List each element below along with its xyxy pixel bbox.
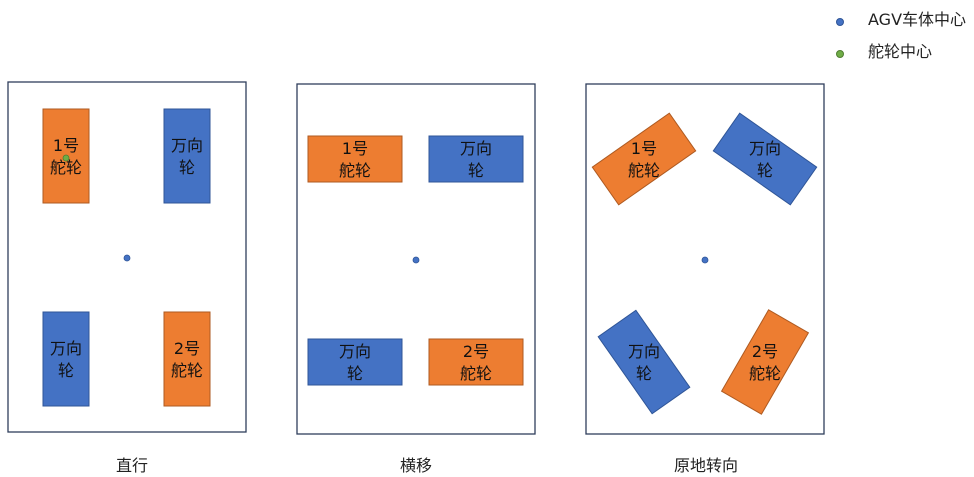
agv-center-marker	[836, 18, 844, 26]
wheel-label-line1: 万向	[339, 342, 371, 361]
wheel-label-line2: 轮	[468, 161, 484, 180]
steering-center-marker	[836, 50, 844, 58]
wheel-label-line2: 舵轮	[339, 161, 371, 180]
wheel-label-line2: 轮	[58, 361, 74, 380]
wheel-body	[307, 338, 403, 386]
wheel-label-line2: 轮	[347, 364, 363, 383]
caster-wheel	[42, 311, 90, 407]
wheel-label-line1: 2号	[752, 342, 778, 361]
wheel-label-line2: 舵轮	[171, 361, 203, 380]
agv-center-dot	[123, 254, 131, 262]
wheel-label-line2: 舵轮	[749, 364, 781, 383]
steering-wheel	[428, 338, 524, 386]
wheel-label-line1: 万向	[460, 139, 492, 158]
wheel-label-line2: 轮	[636, 364, 652, 383]
wheel-label-line1: 万向	[749, 139, 781, 158]
wheel-body	[428, 338, 524, 386]
wheel-body	[428, 135, 524, 183]
wheel-body	[597, 309, 691, 415]
wheel-label-line1: 2号	[174, 339, 200, 358]
wheel-body	[720, 309, 810, 415]
wheel-body	[712, 112, 818, 206]
wheel-label-line1: 万向	[50, 339, 82, 358]
wheel-label-line2: 舵轮	[50, 158, 82, 177]
steering-wheel	[591, 112, 697, 206]
frame-title-straight: 直行	[115, 456, 148, 475]
frame-title-lateral: 横移	[399, 456, 432, 475]
wheel-label-line1: 1号	[631, 139, 657, 158]
steering-wheel	[163, 311, 211, 407]
wheel-body	[42, 311, 90, 407]
caster-wheel	[307, 338, 403, 386]
legend-label-steering-center: 舵轮中心	[868, 42, 933, 61]
agv-center-dot	[412, 256, 420, 264]
caster-wheel	[597, 309, 691, 415]
wheel-label-line2: 舵轮	[460, 364, 492, 383]
legend-label-agv-center: AGV车体中心	[868, 10, 967, 29]
wheel-body	[591, 112, 697, 206]
wheel-label-line2: 轮	[179, 158, 195, 177]
wheel-label-line2: 轮	[757, 161, 773, 180]
wheel-body	[307, 135, 403, 183]
wheel-body	[163, 108, 211, 204]
steering-center-dot	[62, 154, 70, 162]
wheel-label-line1: 万向	[628, 342, 660, 361]
wheel-label-line2: 舵轮	[628, 161, 660, 180]
wheel-label-line1: 万向	[171, 136, 203, 155]
wheel-body	[163, 311, 211, 407]
agv-center-dot	[701, 256, 709, 264]
caster-wheel	[428, 135, 524, 183]
steering-wheel	[307, 135, 403, 183]
steering-wheel	[720, 309, 810, 415]
wheel-label-line1: 1号	[342, 139, 368, 158]
caster-wheel	[712, 112, 818, 206]
caster-wheel	[163, 108, 211, 204]
wheel-label-line1: 1号	[53, 136, 79, 155]
frame-title-rotate: 原地转向	[673, 456, 738, 475]
wheel-label-line1: 2号	[463, 342, 489, 361]
